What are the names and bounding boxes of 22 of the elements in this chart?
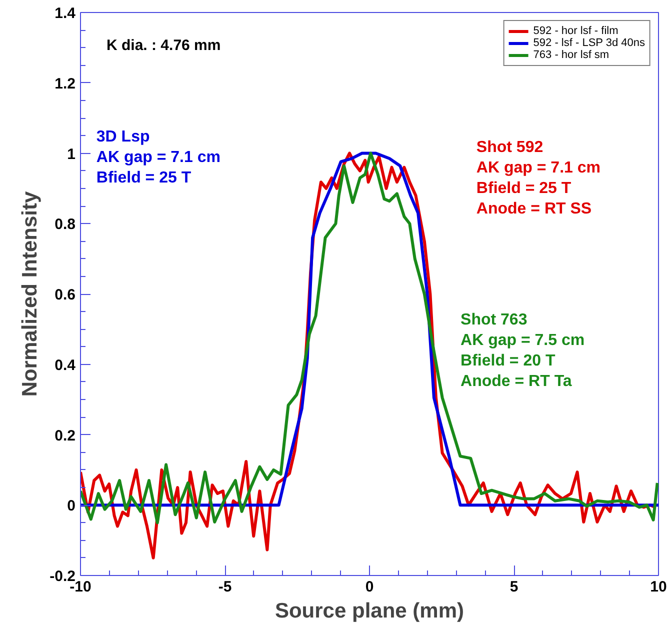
annotation: K dia. : 4.76 mm — [106, 37, 221, 54]
legend-label: 592 - hor lsf - film — [533, 25, 618, 37]
annotation: Shot 592 AK gap = 7.1 cm Bfield = 25 T Anode = RT SS — [476, 139, 600, 218]
x-tick-label: 5 — [510, 578, 518, 596]
y-axis-title: Normalized Intensity — [18, 190, 42, 397]
x-tick-label: -5 — [218, 578, 232, 596]
y-tick-label: 1 — [67, 146, 76, 163]
x-tick-label: 10 — [650, 578, 667, 596]
y-tick-label: 0.4 — [54, 356, 76, 374]
legend-label: 592 - lsf - LSP 3d 40ns — [533, 37, 645, 49]
annotation: Shot 763 AK gap = 7.5 cm Bfield = 20 T Anode = RT Ta — [460, 312, 585, 390]
legend-label: 763 - hor lsf sm — [533, 49, 610, 61]
y-tick-label: 0.8 — [54, 216, 76, 234]
y-tick-label: 0 — [67, 498, 76, 515]
y-tick-label: -0.2 — [50, 568, 76, 585]
annotation: 3D Lsp AK gap = 7.1 cm Bfield = 25 T — [96, 128, 220, 186]
x-tick-label: 0 — [365, 578, 374, 596]
x-axis-title: Source plane (mm) — [274, 600, 464, 622]
y-tick-label: 1.4 — [54, 5, 76, 22]
y-tick-label: 0.6 — [54, 286, 76, 304]
y-tick-label: 0.2 — [54, 427, 76, 444]
y-tick-label: 1.2 — [54, 75, 76, 92]
